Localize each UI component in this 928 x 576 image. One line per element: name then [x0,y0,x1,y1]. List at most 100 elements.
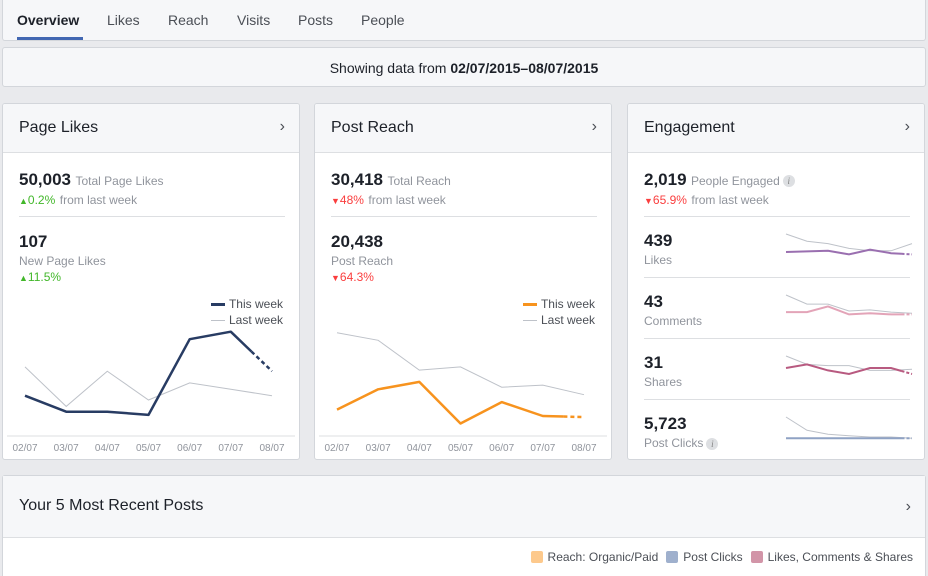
series-this-week-line [336,380,564,425]
post-clicks-swatch [666,551,679,563]
post-reach-card: Post Reach › 30,418 Total Reach ▼48% fro… [314,103,612,460]
date-range-prefix: Showing data from [329,60,447,76]
x-tick-label: 03/07 [54,443,79,454]
active-tab-indicator [17,37,83,40]
sparkline-this-week [785,363,902,376]
post-reach-stat: 20,438 Post Reach ▼64.3% [331,232,393,286]
legend-this-week: This week [228,297,283,311]
this-week-swatch [522,302,537,306]
divider [644,216,910,217]
x-tick-label: 05/07 [448,443,473,454]
date-range-value: 02/07/2015–08/07/2015 [450,60,599,76]
x-tick-label: 04/07 [95,443,120,454]
post-clicks-label: Post Clicks [644,436,704,450]
new-page-likes-change: 11.5% [27,270,62,284]
new-page-likes-value: 107 [19,232,48,251]
engagement-title: Engagement [644,119,735,136]
total-page-likes-label: Total Page Likes [75,174,164,188]
x-tick-label: 05/07 [136,443,161,454]
divider [19,216,285,217]
series-this-week-partial [250,350,273,373]
engagement-row-shares: 31 Shares [644,353,910,389]
series-this-week-line [24,330,253,417]
total-reach-label: Total Reach [387,174,451,188]
post-reach-value: 20,438 [331,232,383,251]
chevron-right-icon[interactable]: › [279,118,285,135]
comments-label: Comments [644,314,703,328]
tab-likes[interactable]: Likes [107,12,140,28]
legend-engagement: Likes, Comments & Shares [767,550,913,564]
last-week-swatch [522,319,537,321]
people-engaged-value: 2,019 [644,170,687,189]
tab-people[interactable]: People [361,12,405,28]
likes-label: Likes [644,253,673,267]
engagement-sparklines [785,233,913,440]
x-tick-label: 02/07 [12,443,37,454]
arrow-down-icon: ▼ [331,273,340,283]
comments-value: 43 [644,292,663,311]
sparkline-last-week [785,416,913,439]
post-reach-header[interactable]: Post Reach › [315,104,611,153]
post-clicks-label-wrap: Post Clicks i [644,436,910,450]
legend-last-week: Last week [540,313,595,327]
divider [644,338,910,339]
recent-posts-panel: Your 5 Most Recent Posts › Reach: Organi… [2,475,926,576]
post-reach-legend: This week Last week [522,296,595,328]
total-page-likes: 50,003 Total Page Likes ▲0.2% from last … [19,170,164,209]
arrow-down-icon: ▼ [331,196,340,206]
sparkline-this-week-partial [901,370,913,375]
divider [644,399,910,400]
x-tick-label: 04/07 [407,443,432,454]
legend-last-week: Last week [228,313,283,327]
x-tick-label: 07/07 [218,443,243,454]
engagement-header[interactable]: Engagement › [628,104,924,153]
engagement-row-post-clicks: 5,723 Post Clicks i [644,414,910,450]
post-reach-chart: 02/07 03/07 04/07 05/07 06/07 07/07 08/07 [319,332,607,454]
series-last-week-line [336,332,585,396]
shares-value: 31 [644,353,663,372]
tab-overview[interactable]: Overview [17,12,80,28]
total-reach: 30,418 Total Reach ▼48% from last week [331,170,451,209]
page-likes-card: Page Likes › 50,003 Total Page Likes ▲0.… [2,103,300,460]
post-reach-label: Post Reach [331,254,394,268]
chevron-right-icon[interactable]: › [591,118,597,135]
total-page-likes-value: 50,003 [19,170,71,189]
sparkline-this-week [786,305,902,316]
people-engaged-change-suffix: from last week [691,193,769,207]
post-reach-change: 64.3% [339,270,374,284]
info-icon[interactable]: i [706,437,719,450]
likes-value: 439 [644,231,673,250]
engagement-row-likes: 439 Likes [644,231,910,267]
recent-posts-legend: Reach: Organic/Paid Post Clicks Likes, C… [523,550,913,564]
arrow-down-icon: ▼ [644,196,653,206]
recent-posts-header[interactable]: Your 5 Most Recent Posts › [3,476,925,538]
tab-reach[interactable]: Reach [168,12,209,28]
total-reach-change: 48% [339,193,364,207]
series-last-week-line [24,366,273,408]
engagement-swatch [750,551,763,563]
arrow-up-icon: ▲ [19,273,28,283]
legend-this-week: This week [540,297,595,311]
x-tick-label: 03/07 [366,443,391,454]
chevron-right-icon[interactable]: › [904,118,910,135]
tab-posts[interactable]: Posts [298,12,334,28]
tab-bar: Overview Likes Reach Visits Posts People [2,0,926,41]
new-page-likes: 107 New Page Likes ▲11.5% [19,232,106,286]
x-tick-label: 06/07 [489,443,514,454]
chevron-right-icon[interactable]: › [905,498,911,515]
last-week-swatch [210,319,225,321]
total-reach-change-suffix: from last week [368,193,446,207]
recent-posts-title: Your 5 Most Recent Posts [19,497,204,514]
post-clicks-value: 5,723 [644,414,687,433]
info-icon[interactable]: i [782,174,795,187]
divider [644,277,910,278]
new-page-likes-label: New Page Likes [19,254,106,268]
reach-swatch [530,551,543,563]
tab-visits[interactable]: Visits [237,12,271,28]
people-engaged: 2,019 People Engaged i ▼65.9% from last w… [644,170,795,209]
page-likes-header[interactable]: Page Likes › [3,104,299,153]
people-engaged-label: People Engaged [691,174,780,188]
series-this-week-partial [563,415,585,419]
x-tick-label: 08/07 [571,443,596,454]
total-page-likes-change: 0.2% [27,193,56,207]
